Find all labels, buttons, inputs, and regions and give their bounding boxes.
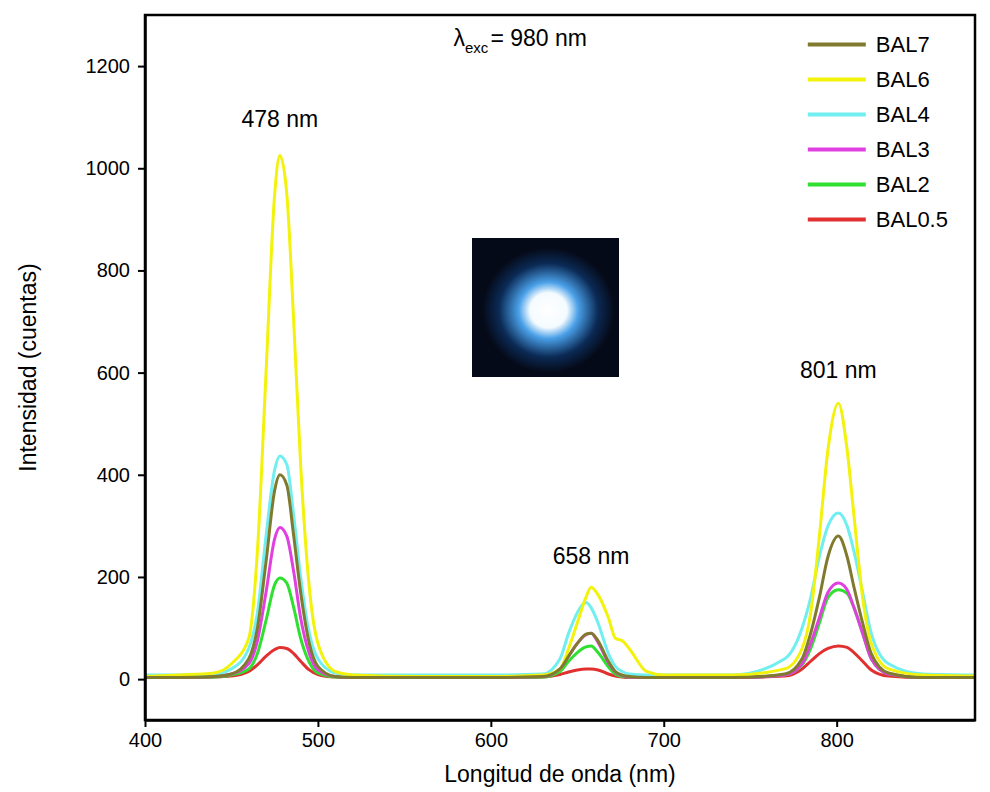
x-tick-label: 400 — [129, 729, 162, 751]
x-tick: 800 — [820, 720, 853, 751]
annotation-text: λ — [454, 25, 466, 51]
legend-label: BAL7 — [876, 32, 930, 57]
x-tick-label: 700 — [648, 729, 681, 751]
legend-item: BAL4 — [808, 102, 930, 127]
y-tick-label: 1200 — [86, 55, 131, 77]
x-tick-label: 800 — [820, 729, 853, 751]
y-tick-label: 800 — [97, 259, 130, 281]
legend-swatch — [808, 113, 866, 117]
legend-swatch — [808, 78, 866, 82]
legend: BAL7 BAL6 BAL4 BAL3 BAL2 BAL0.5 — [808, 32, 948, 232]
x-axis: 400 500 600 700 800 — [129, 720, 976, 751]
legend-label: BAL4 — [876, 102, 930, 127]
y-tick: 600 — [97, 362, 145, 384]
plot-frame — [145, 15, 975, 720]
annotation: λexc= 980 nm — [454, 25, 587, 56]
annotation-text: 478 nm — [242, 106, 319, 132]
inset-photo — [472, 238, 619, 377]
y-tick: 200 — [97, 566, 145, 588]
legend-label: BAL2 — [876, 172, 930, 197]
series-line — [145, 155, 975, 676]
legend-swatch — [808, 218, 866, 222]
annotation: 801 nm — [800, 357, 877, 383]
y-tick-label: 0 — [119, 668, 130, 690]
y-axis-title: Intensidad (cuentas) — [15, 263, 41, 471]
x-tick: 400 — [129, 720, 162, 751]
x-tick-label: 600 — [475, 729, 508, 751]
annotation-subscript: exc — [465, 39, 489, 56]
legend-swatch — [808, 43, 866, 47]
annotation: 658 nm — [553, 543, 630, 569]
y-tick: 400 — [97, 464, 145, 486]
annotation-text: 801 nm — [800, 357, 877, 383]
x-axis-title: Longitud de onda (nm) — [444, 761, 675, 787]
y-tick-label: 400 — [97, 464, 130, 486]
legend-swatch — [808, 148, 866, 152]
series-line — [145, 578, 975, 678]
legend-label: BAL6 — [876, 67, 930, 92]
plot-area — [145, 155, 975, 677]
y-axis: 0 200 400 600 800 1000 1200 — [86, 16, 146, 721]
series-line — [145, 475, 975, 678]
chart: 400 500 600 700 800 0 200 400 600 800 1000 1200 Long… — [0, 0, 990, 792]
legend-item: BAL2 — [808, 172, 930, 197]
y-tick: 0 — [119, 668, 145, 690]
y-tick-label: 200 — [97, 566, 130, 588]
y-tick: 800 — [97, 259, 145, 281]
annotation-suffix: = 980 nm — [490, 25, 587, 51]
y-tick-label: 1000 — [86, 157, 131, 179]
legend-item: BAL0.5 — [808, 207, 948, 232]
y-tick: 1000 — [86, 157, 146, 179]
x-tick: 600 — [475, 720, 508, 751]
x-tick: 700 — [648, 720, 681, 751]
legend-item: BAL3 — [808, 137, 930, 162]
y-tick-label: 600 — [97, 362, 130, 384]
legend-item: BAL6 — [808, 67, 930, 92]
legend-item: BAL7 — [808, 32, 930, 57]
y-tick: 1200 — [86, 55, 146, 77]
annotation: 478 nm — [242, 106, 319, 132]
legend-swatch — [808, 183, 866, 187]
x-tick-label: 500 — [302, 729, 335, 751]
annotation-text: 658 nm — [553, 543, 630, 569]
x-tick: 500 — [302, 720, 335, 751]
legend-label: BAL0.5 — [876, 207, 948, 232]
legend-label: BAL3 — [876, 137, 930, 162]
